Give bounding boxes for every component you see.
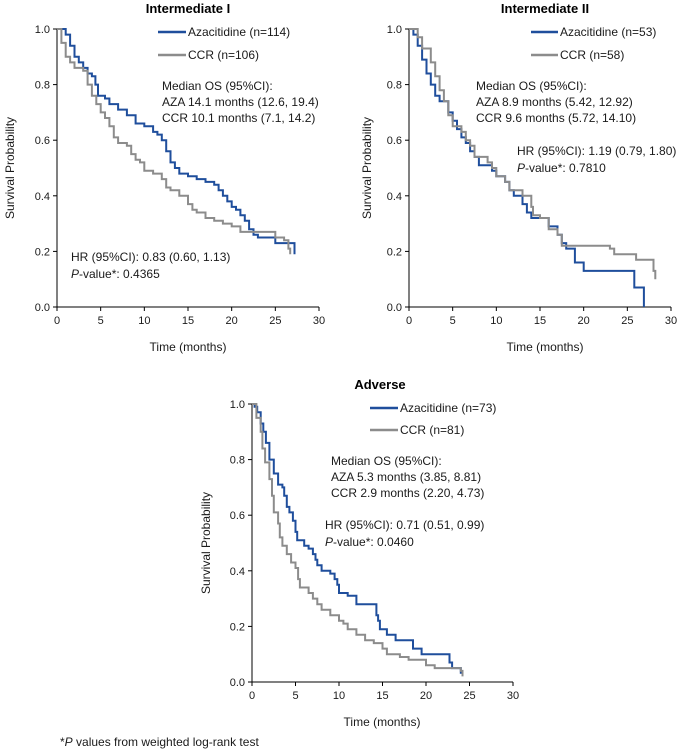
x-tick-label: 20: [226, 315, 238, 327]
y-axis-label: Survival Probability: [3, 117, 17, 219]
y-tick-label: 0.4: [35, 191, 50, 203]
y-axis-label: Survival Probability: [199, 492, 213, 594]
x-tick-label: 15: [376, 690, 388, 702]
x-axis-label: Time (months): [150, 340, 227, 354]
y-tick-label: 0.8: [387, 80, 402, 92]
chart-title: Adverse: [354, 377, 405, 392]
footnote: *P values from weighted log-rank test: [60, 735, 259, 749]
p-value-label: P: [71, 267, 79, 281]
legend-label-ccr: CCR (n=106): [188, 48, 259, 62]
x-tick-label: 15: [182, 315, 194, 327]
p-value-text: -value*: 0.7810: [525, 161, 606, 175]
p-value-label: P: [325, 535, 333, 549]
median-os-header: Median OS (95%CI):: [331, 454, 442, 468]
chart-title: Intermediate II: [501, 1, 589, 16]
km-chart-1: Intermediate II 0 5 10 15 20 25 30 0.0 0.2 0.4 0.6 0…: [360, 1, 677, 354]
x-tick-label: 0: [406, 315, 412, 327]
median-os-header: Median OS (95%CI):: [162, 79, 273, 93]
km-curve-ccr: [57, 28, 292, 255]
x-tick-label: 30: [313, 315, 325, 327]
y-tick-label: 0.2: [387, 246, 402, 258]
y-tick-label: 0.6: [230, 510, 245, 522]
median-os-ccr: CCR 2.9 months (2.20, 4.73): [331, 486, 484, 500]
y-tick-label: 0.8: [35, 80, 50, 92]
chart-title: Intermediate I: [146, 1, 231, 16]
y-tick-label: 0.4: [387, 191, 402, 203]
legend-label-ccr: CCR (n=81): [400, 423, 464, 437]
y-tick-label: 0.4: [230, 566, 245, 578]
km-curve-ccr: [252, 403, 464, 677]
y-tick-label: 0.0: [35, 302, 50, 314]
km-chart-2: Adverse 0 5 10 15 20 25 30 0.0 0.2 0.4 0.6 0.8 1.0 Tim…: [199, 377, 519, 729]
legend-label-azacitidine: Azacitidine (n=53): [560, 25, 656, 39]
legend-label-ccr: CCR (n=58): [560, 48, 624, 62]
y-axis-label: Survival Probability: [360, 117, 374, 219]
y-tick-label: 0.0: [387, 302, 402, 314]
y-tick-label: 1.0: [387, 24, 402, 36]
y-tick-label: 0.2: [35, 246, 50, 258]
footnote-p: P: [65, 735, 73, 749]
y-tick-label: 0.6: [387, 135, 402, 147]
footnote-star: *: [60, 735, 65, 749]
x-tick-label: 10: [138, 315, 150, 327]
y-tick-label: 1.0: [35, 24, 50, 36]
x-axis-label: Time (months): [507, 340, 584, 354]
x-axis-label: Time (months): [344, 715, 421, 729]
x-tick-label: 5: [450, 315, 456, 327]
median-os-aza: AZA 14.1 months (12.6, 19.4): [162, 95, 319, 109]
km-curve-ccr: [409, 28, 657, 280]
footnote-text: values from weighted log-rank test: [73, 735, 260, 749]
x-tick-label: 30: [507, 690, 519, 702]
x-tick-label: 0: [249, 690, 255, 702]
median-os-ccr: CCR 10.1 months (7.1, 14.2): [162, 111, 315, 125]
x-tick-label: 20: [578, 315, 590, 327]
y-tick-label: 1.0: [230, 399, 245, 411]
median-os-aza: AZA 5.3 months (3.85, 8.81): [331, 470, 481, 484]
p-value-text: -value*: 0.0460: [333, 535, 414, 549]
x-tick-label: 5: [98, 315, 104, 327]
x-tick-label: 25: [621, 315, 633, 327]
p-value-label: P: [517, 161, 525, 175]
hazard-ratio: HR (95%CI): 0.83 (0.60, 1.13): [71, 250, 230, 264]
x-tick-label: 15: [534, 315, 546, 327]
x-tick-label: 30: [665, 315, 677, 327]
km-chart-0: Intermediate I 0 5 10 15 20 25 30 0.0 0.2 0.4 0.6 0.…: [3, 1, 325, 354]
x-tick-label: 25: [269, 315, 281, 327]
x-tick-label: 20: [420, 690, 432, 702]
p-value: P-value*: 0.0460: [325, 535, 414, 549]
p-value: P-value*: 0.4365: [71, 267, 160, 281]
km-curve-azacitidine: [57, 28, 296, 255]
median-os-ccr: CCR 9.6 months (5.72, 14.10): [476, 111, 636, 125]
x-tick-label: 10: [490, 315, 502, 327]
x-tick-label: 10: [333, 690, 345, 702]
legend-label-azacitidine: Azacitidine (n=73): [400, 401, 496, 415]
median-os-header: Median OS (95%CI):: [476, 79, 587, 93]
x-tick-label: 5: [292, 690, 298, 702]
hazard-ratio: HR (95%CI): 0.71 (0.51, 0.99): [325, 518, 484, 532]
y-tick-label: 0.6: [35, 135, 50, 147]
km-curve-azacitidine: [252, 403, 462, 674]
y-tick-label: 0.8: [230, 455, 245, 467]
legend-label-azacitidine: Azacitidine (n=114): [188, 25, 290, 39]
p-value: P-value*: 0.7810: [517, 161, 606, 175]
hazard-ratio: HR (95%CI): 1.19 (0.79, 1.80): [517, 144, 676, 158]
median-os-aza: AZA 8.9 months (5.42, 12.92): [476, 95, 633, 109]
y-tick-label: 0.2: [230, 621, 245, 633]
y-tick-label: 0.0: [230, 677, 245, 689]
x-tick-label: 0: [54, 315, 60, 327]
p-value-text: -value*: 0.4365: [79, 267, 160, 281]
x-tick-label: 25: [463, 690, 475, 702]
